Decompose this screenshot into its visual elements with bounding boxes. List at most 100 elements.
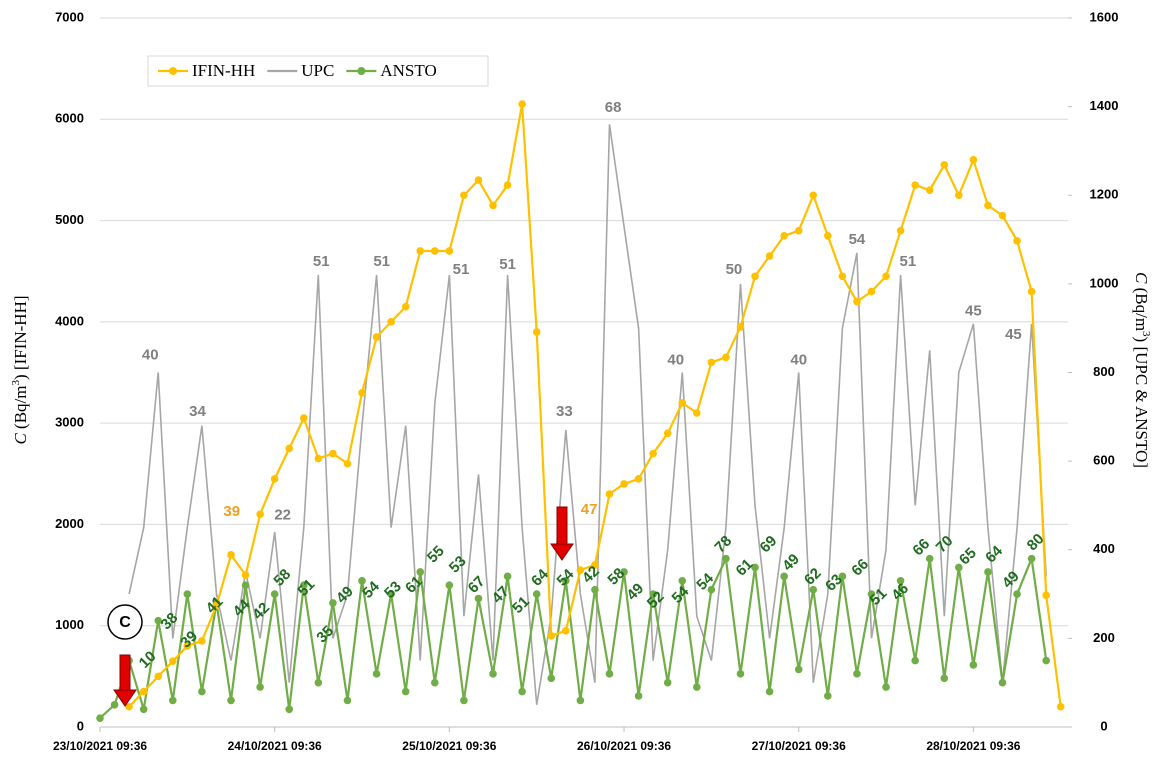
legend-label: UPC	[301, 61, 334, 80]
series-point	[984, 568, 992, 576]
series-point	[430, 247, 439, 255]
legend-marker	[169, 67, 177, 75]
data-label: 50	[726, 261, 743, 278]
series-point	[1013, 237, 1021, 245]
series-point	[620, 568, 628, 576]
series-point	[649, 590, 657, 598]
series-point	[547, 632, 556, 640]
plot	[96, 100, 1065, 722]
data-label: 10	[136, 648, 160, 672]
y-tick-label: 6000	[55, 111, 84, 126]
arrow	[550, 506, 574, 561]
legend-marker	[357, 67, 366, 75]
series-point	[911, 656, 919, 665]
axis-label-part: ) [UPC & ANSTO]	[1132, 337, 1151, 468]
series-point	[780, 231, 788, 240]
y2-axis-label: C (Bq/m3) [UPC & ANSTO]	[1132, 272, 1152, 468]
series-point	[693, 683, 701, 691]
series-point	[343, 459, 352, 468]
series-point	[139, 687, 148, 696]
series-point	[838, 572, 847, 581]
series-point	[110, 701, 119, 709]
y2-tick-label: 600	[1093, 453, 1115, 468]
data-label: 49	[779, 551, 803, 575]
data-label: 51	[499, 256, 516, 273]
axis-label-part: ) [IFIN-HH]	[11, 295, 30, 380]
series-point	[911, 181, 919, 189]
x-tick-label: 28/10/2021 09:36	[926, 739, 1020, 753]
series-point	[838, 272, 847, 281]
series-point	[285, 705, 294, 714]
data-label: 64	[982, 542, 1006, 566]
series-point	[401, 687, 410, 696]
series-point	[591, 561, 599, 569]
series-point	[168, 696, 177, 705]
series-point	[532, 590, 541, 598]
series-line	[99, 554, 1048, 719]
series-point	[212, 601, 221, 610]
data-label: 39	[223, 503, 240, 520]
series-point	[270, 590, 279, 598]
series-point	[663, 678, 672, 687]
series-point	[445, 247, 454, 255]
data-label: 46	[888, 580, 912, 604]
series-point	[183, 642, 192, 650]
series-point	[562, 576, 570, 585]
series-point	[387, 590, 395, 598]
series-point	[1027, 554, 1036, 563]
data-label: 41	[203, 593, 227, 617]
series-point	[183, 590, 192, 598]
axis-label-part: (Bq/m	[11, 385, 30, 433]
series-point	[125, 702, 133, 711]
series-point	[634, 475, 643, 483]
series-point	[314, 454, 323, 463]
series-point	[984, 201, 992, 210]
series-point	[736, 670, 745, 678]
series-point	[824, 692, 832, 700]
labels: 40 34 22 51 51 51 51 33 68 40 50 40 54 51 45 45 39 47 10 38…	[136, 99, 1048, 672]
y2-tick-label: 1600	[1090, 9, 1119, 24]
series-point	[751, 563, 759, 572]
y2-tick-label: 200	[1093, 630, 1115, 645]
y-tick-label: 4000	[55, 313, 84, 328]
series-point	[605, 670, 614, 678]
data-label: 40	[667, 351, 684, 368]
series-point	[780, 572, 788, 581]
series-point	[460, 191, 468, 200]
y2-tick-label: 400	[1093, 541, 1115, 556]
data-label: 40	[142, 346, 159, 363]
series-point	[722, 554, 730, 563]
y-tick-label: 7000	[55, 9, 84, 24]
series-point	[853, 297, 861, 306]
data-label: 51	[900, 253, 917, 270]
series-point	[503, 572, 512, 581]
data-label: 78	[711, 532, 735, 556]
series-point	[751, 272, 759, 281]
series-point	[1013, 590, 1021, 598]
series-point	[693, 409, 701, 417]
data-label: 54	[554, 565, 578, 589]
data-label: 22	[274, 506, 291, 523]
series-point	[387, 318, 395, 326]
series-point	[168, 657, 177, 665]
axis-label-part: (Bq/m	[1132, 283, 1151, 331]
series-point	[867, 287, 876, 296]
axis-label-part: 3	[1140, 331, 1152, 337]
series-point	[925, 554, 934, 563]
series-point	[649, 449, 657, 458]
data-label: 58	[270, 566, 294, 590]
series-point	[489, 670, 497, 678]
series-point	[576, 696, 585, 705]
series-point	[955, 563, 963, 572]
data-label: 45	[965, 303, 982, 320]
y-tick-label: 2000	[55, 516, 84, 531]
legend-box	[147, 55, 489, 87]
series-point	[678, 399, 687, 407]
series-point	[620, 480, 628, 488]
series-point	[430, 678, 439, 687]
series-point	[605, 490, 614, 498]
series-point	[474, 176, 483, 184]
series-point	[329, 599, 337, 607]
series-point	[154, 672, 163, 681]
